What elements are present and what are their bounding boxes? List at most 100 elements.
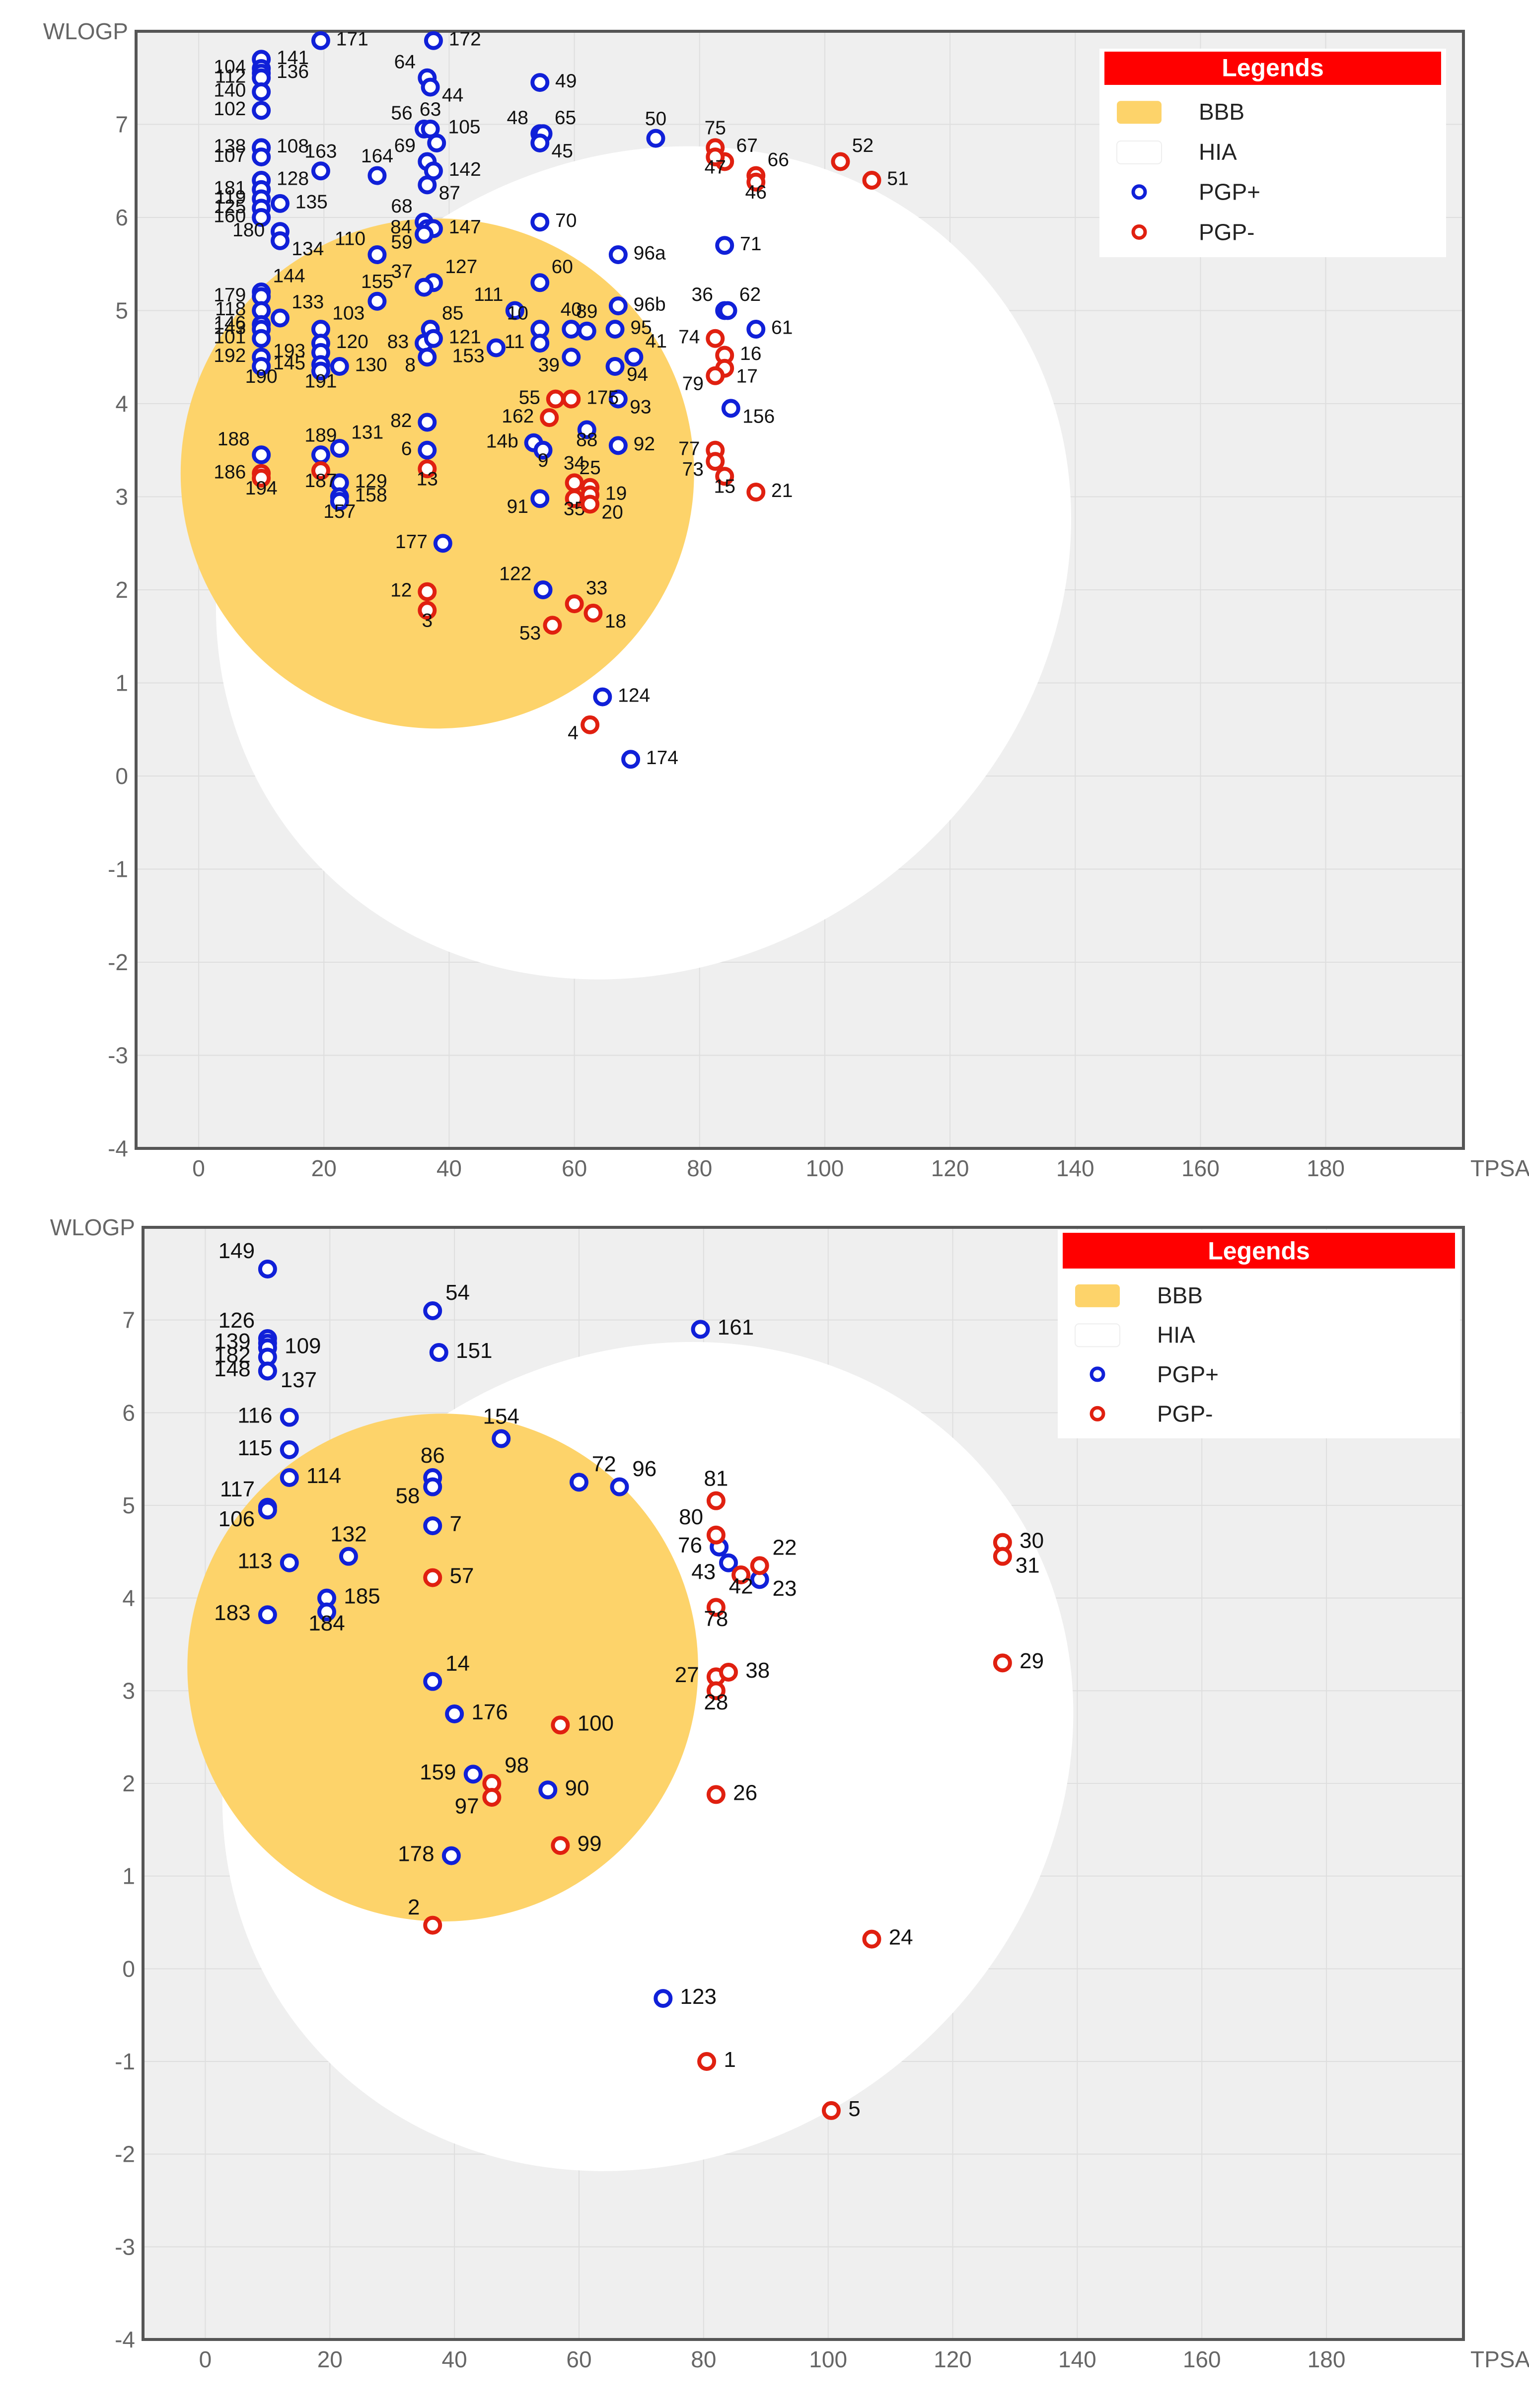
data-point[interactable] (280, 1440, 299, 1459)
data-point[interactable] (706, 1598, 726, 1617)
data-point[interactable] (562, 348, 581, 367)
data-point[interactable] (252, 147, 271, 167)
data-point[interactable] (280, 1553, 299, 1572)
data-point[interactable] (862, 171, 881, 190)
data-point[interactable] (862, 1929, 881, 1949)
data-point[interactable] (538, 1780, 558, 1800)
data-point[interactable] (577, 321, 596, 341)
data-point[interactable] (252, 82, 271, 101)
data-point[interactable] (258, 1500, 277, 1520)
data-point[interactable] (746, 483, 766, 502)
data-point[interactable] (311, 445, 330, 465)
data-point[interactable] (492, 1429, 511, 1448)
data-point[interactable] (750, 1556, 769, 1575)
data-point[interactable] (258, 1260, 277, 1278)
data-point[interactable] (562, 320, 581, 339)
data-point[interactable] (414, 278, 434, 297)
data-point[interactable] (418, 348, 437, 367)
data-point[interactable] (993, 1547, 1012, 1566)
data-point[interactable] (252, 445, 271, 465)
data-point[interactable] (605, 320, 625, 339)
data-point[interactable] (569, 1473, 588, 1492)
data-point[interactable] (551, 1836, 570, 1855)
data-point[interactable] (252, 469, 271, 488)
data-point[interactable] (367, 166, 387, 185)
data-point[interactable] (270, 231, 290, 250)
data-point[interactable] (423, 1477, 442, 1496)
data-point[interactable] (993, 1653, 1012, 1673)
data-point[interactable] (339, 1547, 358, 1566)
data-point[interactable] (706, 452, 725, 471)
data-point[interactable] (731, 1565, 751, 1584)
data-point[interactable] (330, 439, 349, 458)
data-point[interactable] (427, 134, 446, 152)
data-point[interactable] (543, 616, 562, 635)
data-point[interactable] (311, 161, 330, 181)
data-point[interactable] (533, 440, 553, 460)
data-point[interactable] (330, 492, 349, 511)
data-point[interactable] (719, 1663, 738, 1682)
data-point[interactable] (565, 489, 584, 508)
data-point[interactable] (423, 1568, 442, 1587)
data-point[interactable] (530, 334, 550, 353)
data-point[interactable] (423, 1301, 442, 1320)
data-point[interactable] (311, 361, 330, 381)
data-point[interactable] (624, 348, 644, 367)
data-point[interactable] (530, 73, 550, 92)
data-point[interactable] (441, 1846, 461, 1865)
data-point[interactable] (280, 1468, 299, 1487)
data-point[interactable] (706, 1525, 726, 1545)
data-point[interactable] (463, 1765, 483, 1784)
data-point[interactable] (610, 1477, 629, 1496)
data-point[interactable] (706, 1681, 726, 1700)
data-point[interactable] (418, 459, 437, 479)
data-point[interactable] (258, 1605, 277, 1625)
data-point[interactable] (608, 245, 628, 264)
data-point[interactable] (252, 208, 271, 227)
data-point[interactable] (418, 601, 437, 620)
data-point[interactable] (418, 175, 437, 195)
data-point[interactable] (831, 152, 850, 171)
data-point[interactable] (715, 236, 734, 255)
data-point[interactable] (565, 594, 584, 614)
data-point[interactable] (530, 134, 550, 152)
data-point[interactable] (424, 329, 443, 348)
data-point[interactable] (605, 357, 625, 376)
data-point[interactable] (418, 413, 437, 432)
data-point[interactable] (721, 399, 740, 418)
data-point[interactable] (706, 1785, 726, 1804)
data-point[interactable] (608, 296, 628, 316)
data-point[interactable] (270, 194, 290, 213)
data-point[interactable] (423, 1915, 442, 1935)
data-point[interactable] (706, 329, 725, 348)
data-point[interactable] (581, 495, 600, 514)
data-point[interactable] (540, 408, 559, 427)
data-point[interactable] (608, 389, 628, 409)
data-point[interactable] (317, 1602, 337, 1622)
data-point[interactable] (433, 534, 452, 553)
data-point[interactable] (530, 212, 550, 232)
data-point[interactable] (423, 1516, 442, 1536)
data-point[interactable] (418, 582, 437, 601)
data-point[interactable] (252, 329, 271, 348)
data-point[interactable] (530, 273, 550, 292)
data-point[interactable] (691, 1320, 710, 1339)
data-point[interactable] (429, 1343, 448, 1362)
data-point[interactable] (608, 436, 628, 455)
data-point[interactable] (423, 1672, 442, 1691)
data-point[interactable] (581, 715, 600, 734)
data-point[interactable] (577, 420, 596, 439)
data-point[interactable] (562, 389, 581, 409)
data-point[interactable] (530, 489, 550, 508)
data-point[interactable] (697, 2052, 717, 2071)
data-point[interactable] (311, 31, 330, 50)
data-point[interactable] (311, 461, 330, 480)
data-point[interactable] (367, 291, 387, 311)
data-point[interactable] (258, 1361, 277, 1381)
data-point[interactable] (593, 687, 612, 707)
data-point[interactable] (414, 224, 434, 244)
data-point[interactable] (486, 338, 506, 357)
data-point[interactable] (505, 301, 524, 320)
data-point[interactable] (706, 147, 725, 167)
data-point[interactable] (482, 1788, 502, 1807)
